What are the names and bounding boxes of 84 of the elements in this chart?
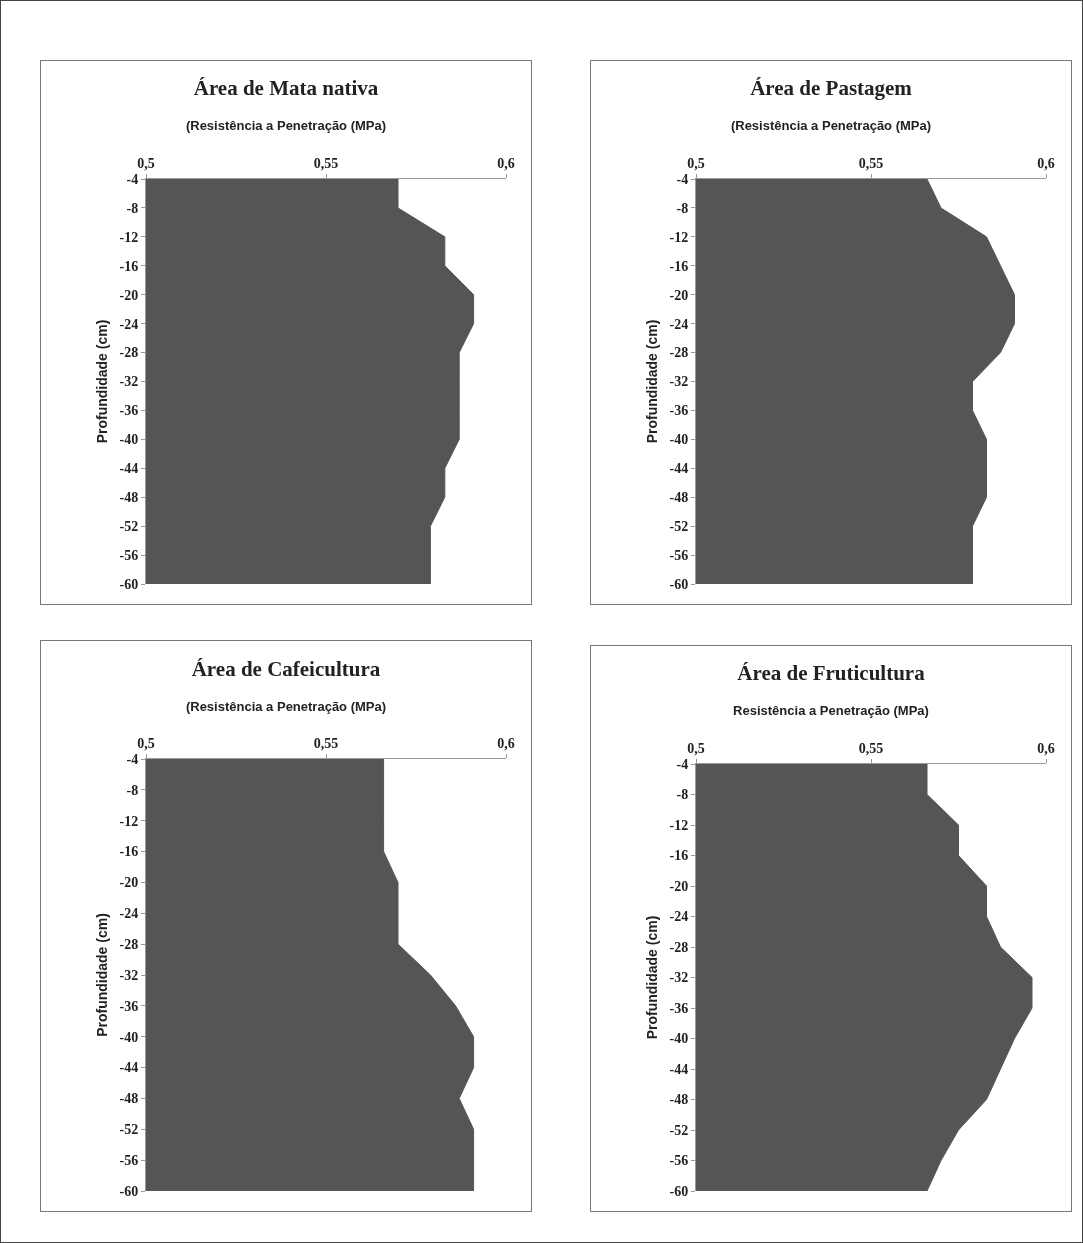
x-tick-label: 0,55	[313, 736, 339, 752]
y-tick-label: -32	[119, 967, 139, 983]
y-tick-label: -56	[119, 547, 139, 563]
y-tick-label: -28	[119, 937, 139, 953]
x-tick-label: 0,6	[497, 736, 515, 752]
y-tick-label: -24	[119, 906, 139, 922]
y-tick-label: -4	[126, 171, 139, 187]
y-tick-label: -36	[119, 998, 139, 1014]
y-tick-label: -60	[669, 576, 689, 592]
y-tick-label: -32	[119, 374, 139, 390]
y-tick-label: -48	[669, 490, 689, 506]
y-tick-label: -16	[119, 258, 139, 274]
y-tick-label: -12	[669, 817, 689, 833]
x-tick-label: 0,5	[687, 741, 705, 757]
y-tick-label: -44	[119, 1060, 139, 1076]
y-tick-label: -24	[119, 316, 139, 332]
y-tick-label: -60	[119, 576, 139, 592]
y-tick-label: -40	[119, 1029, 139, 1045]
x-tick-label: 0,5	[137, 156, 155, 172]
x-tick-label: 0,5	[137, 736, 155, 752]
y-tick-label: -12	[119, 229, 139, 245]
x-tick-label: 0,5	[687, 156, 705, 172]
y-tick-label: -16	[119, 844, 139, 860]
y-tick-label: -56	[669, 1153, 689, 1169]
x-tick-label: 0,55	[313, 156, 339, 172]
y-axis-title: Profundidade (cm)	[644, 319, 661, 444]
y-axis-title: Profundidade (cm)	[644, 915, 661, 1040]
y-tick-label: -56	[669, 547, 689, 563]
y-tick-label: -12	[669, 229, 689, 245]
x-tick-label: 0,6	[497, 156, 515, 172]
y-tick-label: -24	[669, 316, 689, 332]
y-tick-label: -8	[676, 200, 689, 216]
y-tick-label: -52	[669, 519, 689, 535]
y-tick-label: -12	[119, 813, 139, 829]
x-tick-label: 0,6	[1037, 741, 1055, 757]
x-tick-label: 0,55	[858, 156, 884, 172]
y-axis-title: Profundidade (cm)	[94, 913, 111, 1037]
y-axis-title: Profundidade (cm)	[94, 319, 111, 444]
y-tick-label: -16	[669, 258, 689, 274]
y-tick-label: -44	[669, 1061, 689, 1077]
y-tick-label: -24	[669, 909, 689, 925]
y-tick-label: -44	[119, 461, 139, 477]
chart-subtitle: (Resistência a Penetração (MPa)	[185, 698, 387, 714]
chart-title: Área de Fruticultura	[737, 661, 926, 686]
y-tick-label: -48	[669, 1092, 689, 1108]
y-tick-label: -40	[119, 432, 139, 448]
y-tick-label: -52	[119, 519, 139, 535]
y-tick-label: -52	[669, 1122, 689, 1138]
y-tick-label: -8	[676, 787, 689, 803]
x-tick-label: 0,55	[858, 741, 884, 757]
y-tick-label: -36	[669, 403, 689, 419]
y-tick-label: -44	[669, 461, 689, 477]
y-tick-label: -8	[126, 200, 139, 216]
y-tick-label: -48	[119, 1091, 139, 1107]
y-tick-label: -28	[669, 345, 689, 361]
chart-subtitle: (Resistência a Penetração (MPa)	[185, 117, 387, 133]
chart-title: Área de Mata nativa	[193, 75, 379, 100]
x-tick-label: 0,6	[1037, 156, 1055, 172]
y-tick-label: -48	[119, 490, 139, 506]
y-tick-label: -16	[669, 848, 689, 864]
y-tick-label: -56	[119, 1153, 139, 1169]
y-tick-label: -20	[119, 875, 139, 891]
chart-subtitle: Resistência a Penetração (MPa)	[733, 703, 929, 719]
y-tick-label: -20	[669, 287, 689, 303]
y-tick-label: -4	[126, 751, 139, 767]
y-tick-label: -28	[669, 939, 689, 955]
y-tick-label: -4	[676, 756, 689, 772]
y-tick-label: -32	[669, 374, 689, 390]
y-tick-label: -60	[119, 1183, 139, 1199]
y-tick-label: -52	[119, 1122, 139, 1138]
chart-subtitle: (Resistência a Penetração (MPa)	[730, 117, 932, 133]
y-tick-label: -20	[119, 287, 139, 303]
y-tick-label: -40	[669, 1031, 689, 1047]
y-tick-label: -28	[119, 345, 139, 361]
y-tick-label: -4	[676, 171, 689, 187]
chart-title: Área de Cafeicultura	[191, 656, 381, 681]
y-tick-label: -40	[669, 432, 689, 448]
chart-title: Área de Pastagem	[750, 75, 913, 100]
y-tick-label: -36	[669, 1000, 689, 1016]
y-tick-label: -8	[126, 782, 139, 798]
y-tick-label: -32	[669, 970, 689, 986]
y-tick-label: -36	[119, 403, 139, 419]
y-tick-label: -60	[669, 1183, 689, 1199]
y-tick-label: -20	[669, 878, 689, 894]
